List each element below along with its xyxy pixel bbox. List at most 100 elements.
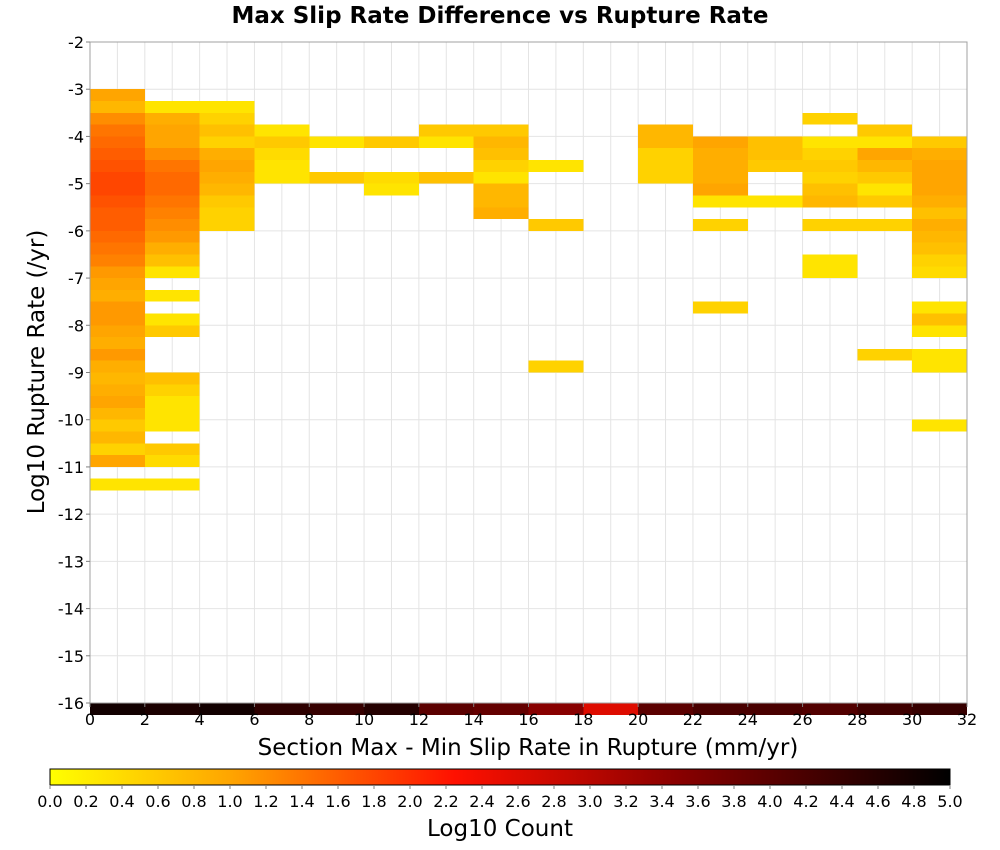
colorbar-tick-label: 0.2 — [73, 792, 98, 811]
y-tick-label: -14 — [58, 600, 84, 619]
heatmap-cell — [802, 112, 858, 125]
colorbar-tick-label: 4.6 — [865, 792, 890, 811]
heatmap-cell — [638, 171, 693, 184]
y-axis-label: Log10 Rupture Rate (/yr) — [24, 230, 50, 515]
heatmap-cell — [912, 183, 967, 196]
heatmap-cell — [528, 703, 584, 715]
heatmap-cell — [90, 242, 145, 255]
heatmap-cell — [638, 148, 693, 161]
x-tick-label: 32 — [957, 710, 977, 729]
y-tick-label: -3 — [68, 80, 84, 99]
colorbar-tick-label: 1.2 — [253, 792, 278, 811]
heatmap-cell — [144, 254, 200, 267]
heatmap-cell — [144, 313, 200, 326]
heatmap-cell — [144, 171, 200, 184]
heatmap-cell — [90, 325, 145, 338]
heatmap-cell — [254, 136, 310, 149]
heatmap-cell — [802, 219, 858, 231]
heatmap-cell — [90, 360, 145, 373]
heatmap-cell — [199, 101, 255, 113]
colorbar-tick-label: 4.8 — [901, 792, 926, 811]
y-axis-ticks: -2 -3 -4 -5 -6 -7 -8 -9 -10 -11 -12 -13 -14 -15 -16 — [58, 33, 90, 713]
heatmap-cell — [90, 112, 145, 125]
heatmap-cell — [199, 148, 255, 161]
heatmap-cell — [144, 419, 200, 432]
x-axis-label: Section Max - Min Slip Rate in Rupture (… — [258, 735, 799, 761]
heatmap-cell — [912, 254, 967, 267]
heatmap-cell — [90, 703, 145, 715]
heatmap-cell — [90, 219, 145, 231]
heatmap-cell — [802, 266, 858, 279]
heatmap-cell — [309, 136, 365, 149]
heatmap-cell — [90, 348, 145, 361]
heatmap-cell — [90, 313, 145, 326]
heatmap-cell — [90, 372, 145, 385]
heatmap-cell — [254, 160, 310, 172]
x-tick-label: 26 — [792, 710, 812, 729]
colorbar-tick-label: 0.4 — [109, 792, 134, 811]
heatmap-cell — [912, 313, 967, 326]
heatmap-cell — [144, 372, 200, 385]
y-tick-label: -11 — [58, 458, 84, 477]
heatmap-cell — [747, 195, 803, 208]
heatmap-cell — [199, 124, 255, 137]
heatmap-cell — [802, 160, 858, 172]
heatmap-cell — [144, 136, 200, 149]
heatmap-cell — [144, 160, 200, 172]
heatmap-cell — [912, 266, 967, 279]
heatmap-cell — [90, 101, 145, 113]
heatmap-cell — [144, 703, 200, 715]
colorbar-tick-label: 3.0 — [577, 792, 602, 811]
heatmap-cell — [802, 703, 858, 715]
heatmap-cell — [692, 195, 748, 208]
heatmap-cell — [857, 148, 913, 161]
y-tick-label: -15 — [58, 647, 84, 666]
heatmap-cell — [309, 171, 365, 184]
heatmap-cell — [90, 337, 145, 349]
heatmap-cell — [309, 703, 365, 715]
heatmap-cell — [144, 478, 200, 491]
heatmap-cell — [90, 254, 145, 267]
heatmap-cell — [912, 171, 967, 184]
heatmap-cell — [418, 171, 474, 184]
heatmap-cell — [912, 703, 967, 715]
heatmap-cells — [90, 89, 967, 715]
heatmap-cell — [857, 348, 913, 361]
heatmap-cell — [857, 219, 913, 231]
heatmap-cell — [857, 195, 913, 208]
heatmap-cell — [90, 183, 145, 196]
heatmap-cell — [802, 254, 858, 267]
y-tick-label: -2 — [68, 33, 84, 52]
colorbar-tick-label: 2.6 — [505, 792, 530, 811]
y-tick-label: -6 — [68, 222, 84, 241]
heatmap-cell — [90, 160, 145, 172]
heatmap-cell — [912, 301, 967, 314]
y-tick-label: -9 — [68, 364, 84, 383]
x-tick-label: 28 — [847, 710, 867, 729]
heatmap-cell — [199, 160, 255, 172]
heatmap-cell — [144, 183, 200, 196]
heatmap-cell — [473, 703, 529, 715]
heatmap-cell — [473, 171, 529, 184]
heatmap-cell — [90, 171, 145, 184]
heatmap-cell — [473, 183, 529, 196]
x-axis-ticks: 0 2 4 6 8 10 12 14 16 18 20 22 24 26 28 30 32 — [85, 703, 977, 729]
heatmap-cell — [144, 219, 200, 231]
heatmap-cell — [528, 360, 584, 373]
heatmap-cell — [144, 101, 200, 113]
heatmap-cell — [857, 703, 913, 715]
heatmap-cell — [857, 183, 913, 196]
colorbar-tick-label: 3.6 — [685, 792, 710, 811]
colorbar-tick-label: 0.0 — [37, 792, 62, 811]
heatmap-cell — [802, 183, 858, 196]
heatmap-cell — [692, 148, 748, 161]
colorbar-label: Log10 Count — [427, 816, 573, 842]
heatmap-cell — [692, 703, 748, 715]
heatmap-cell — [90, 431, 145, 444]
heatmap-cell — [144, 325, 200, 338]
colorbar-tick-label: 3.2 — [613, 792, 638, 811]
y-tick-label: -16 — [58, 694, 84, 713]
heatmap-cell — [90, 396, 145, 408]
heatmap-cell — [199, 136, 255, 149]
